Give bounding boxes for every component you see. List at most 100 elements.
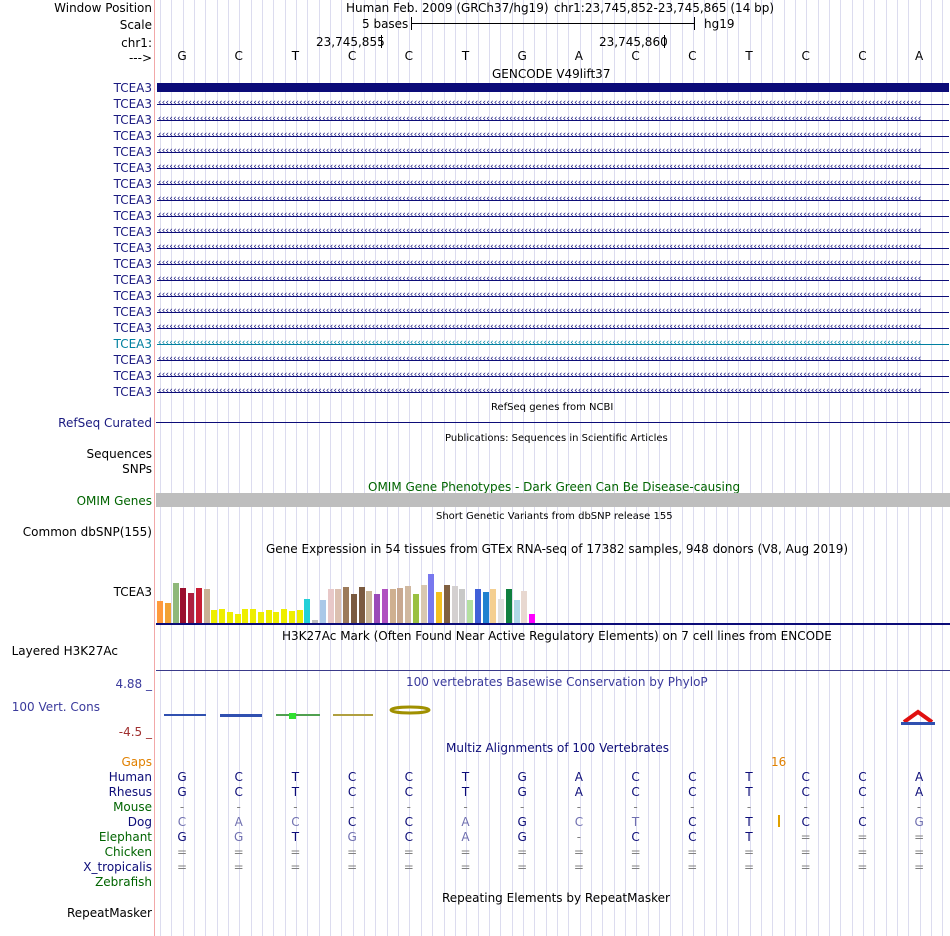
gtex-tissue-bar[interactable] [513,600,520,623]
gencode-transcript-line[interactable]: ‹‹‹‹‹‹‹‹‹‹‹‹‹‹‹‹‹‹‹‹‹‹‹‹‹‹‹‹‹‹‹‹‹‹‹‹‹‹‹‹… [157,147,949,156]
gtex-tissue-bar[interactable] [312,620,318,623]
window-position-label[interactable]: Window Position [54,1,152,15]
gencode-transcript-line[interactable]: ‹‹‹‹‹‹‹‹‹‹‹‹‹‹‹‹‹‹‹‹‹‹‹‹‹‹‹‹‹‹‹‹‹‹‹‹‹‹‹‹… [157,131,949,140]
omim-label[interactable]: OMIM Genes [76,494,152,508]
gencode-transcript-label[interactable]: TCEA3 [113,369,152,383]
sequences-label[interactable]: Sequences [86,447,152,461]
gtex-tissue-bar[interactable] [436,592,442,623]
gencode-transcript-label[interactable]: TCEA3 [113,337,152,351]
gtex-tissue-bar[interactable] [250,609,256,623]
gencode-transcript-line[interactable]: ‹‹‹‹‹‹‹‹‹‹‹‹‹‹‹‹‹‹‹‹‹‹‹‹‹‹‹‹‹‹‹‹‹‹‹‹‹‹‹‹… [157,323,949,332]
gtex-tissue-bar[interactable] [296,610,303,623]
gtex-tissue-bar[interactable] [405,586,411,623]
species-label-human[interactable]: Human [108,770,152,784]
gtex-tissue-bar[interactable] [397,588,404,623]
refseq-gene-line[interactable] [156,422,950,423]
species-label-dog[interactable]: Dog [127,815,152,829]
gtex-tissue-bar[interactable] [389,589,396,623]
gencode-transcript-line[interactable]: ‹‹‹‹‹‹‹‹‹‹‹‹‹‹‹‹‹‹‹‹‹‹‹‹‹‹‹‹‹‹‹‹‹‹‹‹‹‹‹‹… [157,387,949,396]
gtex-tissue-bar[interactable] [164,603,171,623]
gtex-tissue-bar[interactable] [505,589,512,623]
gtex-tissue-bar[interactable] [188,593,194,623]
gtex-tissue-bar[interactable] [358,587,365,623]
gtex-tissue-bar[interactable] [281,609,287,623]
species-label-chicken[interactable]: Chicken [104,845,152,859]
gencode-transcript-line[interactable]: ‹‹‹‹‹‹‹‹‹‹‹‹‹‹‹‹‹‹‹‹‹‹‹‹‹‹‹‹‹‹‹‹‹‹‹‹‹‹‹‹… [157,243,949,252]
h3k27ac-label[interactable]: Layered H3K27Ac [11,644,118,658]
gtex-tissue-bar[interactable] [467,600,473,623]
gencode-transcript-label[interactable]: TCEA3 [113,321,152,335]
gtex-tissue-bar[interactable] [219,609,225,623]
gencode-transcript-label[interactable]: TCEA3 [113,385,152,399]
gencode-transcript-line[interactable]: ‹‹‹‹‹‹‹‹‹‹‹‹‹‹‹‹‹‹‹‹‹‹‹‹‹‹‹‹‹‹‹‹‹‹‹‹‹‹‹‹… [157,355,949,364]
strand-label[interactable]: ---> [128,51,152,65]
gtex-tissue-bar[interactable] [304,599,311,623]
gtex-tissue-bar[interactable] [265,610,272,623]
scale-label[interactable]: Scale [119,18,152,32]
gencode-transcript-label[interactable]: TCEA3 [113,241,152,255]
species-label-mouse[interactable]: Mouse [113,800,152,814]
gtex-tissue-bar[interactable] [420,585,427,623]
gtex-tissue-bar[interactable] [490,589,497,623]
gtex-tissue-bar[interactable] [195,588,202,623]
gtex-tissue-bar[interactable] [443,585,450,623]
gtex-tissue-bar[interactable] [521,591,528,623]
phylop-graph[interactable] [156,700,950,728]
gtex-tissue-bar[interactable] [319,600,326,623]
gencode-transcript-label[interactable]: TCEA3 [113,193,152,207]
gencode-transcript-label[interactable]: TCEA3 [113,145,152,159]
gencode-transcript-line[interactable]: ‹‹‹‹‹‹‹‹‹‹‹‹‹‹‹‹‹‹‹‹‹‹‹‹‹‹‹‹‹‹‹‹‹‹‹‹‹‹‹‹… [157,179,949,188]
gencode-transcript-label[interactable]: TCEA3 [113,81,152,95]
gtex-tissue-bar[interactable] [482,592,489,623]
gtex-tissue-bar[interactable] [203,589,210,623]
gencode-transcript-line[interactable]: ‹‹‹‹‹‹‹‹‹‹‹‹‹‹‹‹‹‹‹‹‹‹‹‹‹‹‹‹‹‹‹‹‹‹‹‹‹‹‹‹… [157,339,949,348]
gtex-tissue-bar[interactable] [234,614,241,623]
gencode-transcript-line[interactable]: ‹‹‹‹‹‹‹‹‹‹‹‹‹‹‹‹‹‹‹‹‹‹‹‹‹‹‹‹‹‹‹‹‹‹‹‹‹‹‹‹… [157,259,949,268]
chrom-label[interactable]: chr1: [121,36,152,50]
gtex-tissue-bar[interactable] [459,589,466,623]
gencode-transcript-label[interactable]: TCEA3 [113,273,152,287]
gtex-tissue-bar[interactable] [226,612,233,623]
gencode-transcript-label[interactable]: TCEA3 [113,305,152,319]
gencode-transcript-line[interactable]: ‹‹‹‹‹‹‹‹‹‹‹‹‹‹‹‹‹‹‹‹‹‹‹‹‹‹‹‹‹‹‹‹‹‹‹‹‹‹‹‹… [157,163,949,172]
gencode-transcript-label[interactable]: TCEA3 [113,353,152,367]
gtex-tissue-bar[interactable] [451,586,458,623]
gencode-gene-bar[interactable] [157,83,949,92]
gencode-transcript-label[interactable]: TCEA3 [113,97,152,111]
gencode-transcript-label[interactable]: TCEA3 [113,225,152,239]
gencode-transcript-line[interactable]: ‹‹‹‹‹‹‹‹‹‹‹‹‹‹‹‹‹‹‹‹‹‹‹‹‹‹‹‹‹‹‹‹‹‹‹‹‹‹‹‹… [157,99,949,108]
gtex-tissue-bar[interactable] [273,612,280,623]
gencode-transcript-label[interactable]: TCEA3 [113,257,152,271]
gtex-tissue-bar[interactable] [498,599,504,623]
gencode-transcript-line[interactable]: ‹‹‹‹‹‹‹‹‹‹‹‹‹‹‹‹‹‹‹‹‹‹‹‹‹‹‹‹‹‹‹‹‹‹‹‹‹‹‹‹… [157,227,949,236]
phylop-label[interactable]: 100 Vert. Cons [11,700,100,714]
gtex-tissue-bar[interactable] [381,589,388,623]
gencode-transcript-line[interactable]: ‹‹‹‹‹‹‹‹‹‹‹‹‹‹‹‹‹‹‹‹‹‹‹‹‹‹‹‹‹‹‹‹‹‹‹‹‹‹‹‹… [157,115,949,124]
species-label-zebrafish[interactable]: Zebrafish [95,875,152,889]
gtex-tissue-bar[interactable] [327,589,334,623]
species-label-x_tropicalis[interactable]: X_tropicalis [83,860,152,874]
gencode-transcript-line[interactable]: ‹‹‹‹‹‹‹‹‹‹‹‹‹‹‹‹‹‹‹‹‹‹‹‹‹‹‹‹‹‹‹‹‹‹‹‹‹‹‹‹… [157,291,949,300]
gtex-tissue-bar[interactable] [242,609,249,623]
gtex-tissue-bar[interactable] [257,612,264,623]
gencode-transcript-line[interactable]: ‹‹‹‹‹‹‹‹‹‹‹‹‹‹‹‹‹‹‹‹‹‹‹‹‹‹‹‹‹‹‹‹‹‹‹‹‹‹‹‹… [157,211,949,220]
gencode-transcript-label[interactable]: TCEA3 [113,177,152,191]
gtex-tissue-bar[interactable] [412,594,419,623]
snps-label[interactable]: SNPs [122,462,152,476]
gtex-tissue-bar[interactable] [366,591,373,623]
gtex-label[interactable]: TCEA3 [113,585,152,599]
gtex-tissue-bar[interactable] [374,594,380,623]
gtex-tissue-bar[interactable] [157,601,163,623]
gaps-label[interactable]: Gaps [121,755,152,769]
gtex-tissue-bar[interactable] [343,587,349,623]
species-label-rhesus[interactable]: Rhesus [108,785,152,799]
gencode-transcript-label[interactable]: TCEA3 [113,113,152,127]
gencode-transcript-line[interactable]: ‹‹‹‹‹‹‹‹‹‹‹‹‹‹‹‹‹‹‹‹‹‹‹‹‹‹‹‹‹‹‹‹‹‹‹‹‹‹‹‹… [157,195,949,204]
gencode-transcript-label[interactable]: TCEA3 [113,129,152,143]
refseq-label[interactable]: RefSeq Curated [58,416,152,430]
gtex-tissue-bar[interactable] [350,594,357,623]
gtex-bar-chart[interactable] [157,556,537,623]
gtex-tissue-bar[interactable] [474,589,481,623]
gencode-transcript-label[interactable]: TCEA3 [113,161,152,175]
gtex-tissue-bar[interactable] [172,583,179,623]
